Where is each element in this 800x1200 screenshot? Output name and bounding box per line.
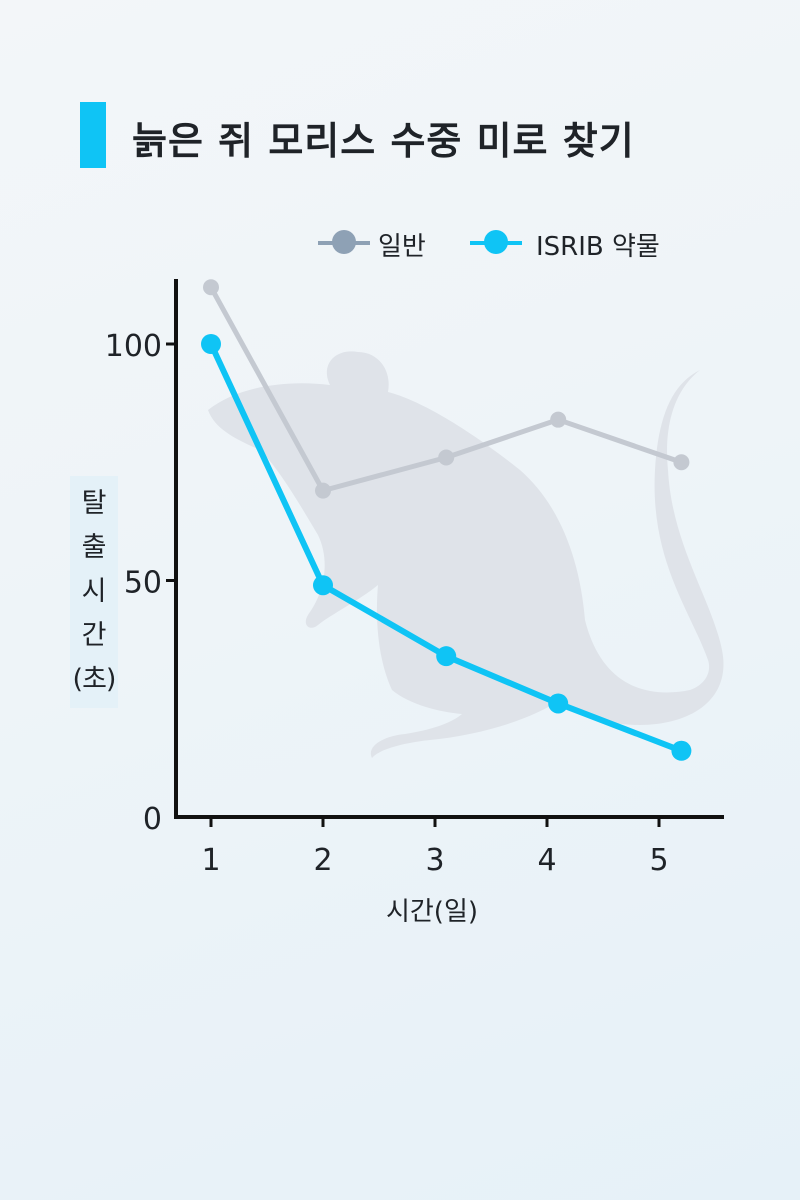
y-tick-label: 100 xyxy=(105,329,162,364)
y-axis-label-unit: (초) xyxy=(72,664,117,695)
data-point-isrib xyxy=(201,334,221,354)
legend-label-normal: 일반 xyxy=(378,232,426,262)
data-point-isrib xyxy=(436,646,457,667)
data-point-normal xyxy=(315,482,331,499)
mouse-silhouette-icon xyxy=(208,351,724,758)
chart-title: 늙은 쥐 모리스 수중 미로 찾기 xyxy=(132,119,635,163)
data-point-normal xyxy=(673,454,690,471)
legend-label-isrib: ISRIB 약물 xyxy=(536,232,660,262)
x-tick-label: 1 xyxy=(201,843,220,878)
chart-axes: 0 50 100 1 2 3 4 5 xyxy=(105,279,724,878)
data-point-isrib xyxy=(313,575,333,596)
x-axis-label: 시간(일) xyxy=(386,897,478,927)
data-point-isrib xyxy=(548,693,569,714)
data-point-normal xyxy=(550,411,567,428)
plot-area xyxy=(201,279,692,761)
y-axis-label-char: 출 xyxy=(81,532,107,563)
legend-marker-normal xyxy=(332,230,356,254)
y-tick-label: 50 xyxy=(124,566,162,601)
y-tick-label: 0 xyxy=(143,802,162,837)
title-accent-bar xyxy=(80,102,106,168)
y-axis-label-char: 시 xyxy=(81,576,107,607)
x-tick-label: 4 xyxy=(537,843,556,878)
y-axis-label-char: 간 xyxy=(81,620,107,651)
y-axis-label-char: 탈 xyxy=(81,488,107,519)
data-point-normal xyxy=(438,449,455,466)
y-axis-label: 탈 출 시 간 (초) xyxy=(70,476,118,708)
x-tick-label: 5 xyxy=(649,843,668,878)
data-point-normal xyxy=(203,279,219,296)
x-tick-label: 3 xyxy=(425,843,444,878)
data-point-isrib xyxy=(671,740,692,761)
legend-marker-isrib xyxy=(484,230,508,254)
x-tick-label: 2 xyxy=(313,843,332,878)
